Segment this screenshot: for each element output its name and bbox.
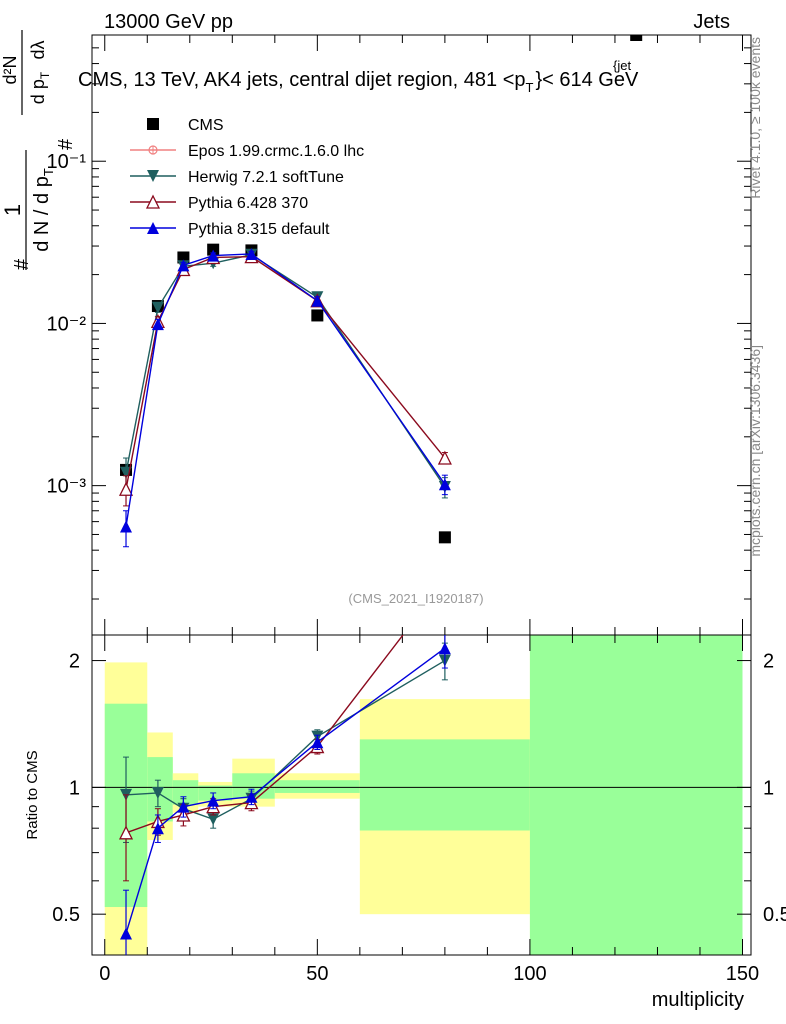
data-point-herwig-7-2-1-softtune	[207, 813, 220, 826]
chart-title-sup: {jet	[613, 58, 631, 73]
main-y-tick-label: 10⁻²	[47, 313, 87, 335]
x-tick-label: 150	[726, 963, 759, 985]
analysis-label: (CMS_2021_I1920187)	[348, 591, 483, 606]
data-point-pythia-8-315-default	[151, 822, 164, 835]
data-point-pythia-8-315-default	[177, 259, 190, 272]
main-y-tick-label: 10⁻¹	[47, 151, 87, 173]
data-point-pythia-8-315-default	[245, 790, 258, 803]
ylabel-deriv-top: d²N	[0, 55, 20, 84]
x-axis-label: multiplicity	[652, 989, 744, 1011]
ylabel-deriv-sub: T	[38, 71, 52, 79]
side-label-mcplots: mcplots.cern.ch [arXiv:1306.3436]	[747, 345, 763, 557]
x-tick-label: 50	[306, 963, 328, 985]
main-y-axis: 10⁻³ 10⁻² 10⁻¹	[47, 47, 751, 600]
ylabel-deriv-bottom: d p	[28, 79, 48, 104]
data-point-pythia-8-315-default	[311, 294, 324, 307]
data-point-pythia-6-428-370	[118, 825, 134, 840]
ratio-plot-series	[118, 574, 451, 955]
ratio-y-tick-label: 2	[69, 651, 80, 673]
data-point-pythia-6-428-370	[437, 450, 452, 465]
side-label-rivet: Rivet 4.1.0, ≥ 100k events	[747, 37, 763, 199]
legend-label-cms: CMS	[188, 117, 224, 134]
data-point-pythia-8-315-default	[207, 249, 220, 262]
x-tick-label: 0	[99, 963, 110, 985]
ylabel-frac-den: d N / d p	[31, 176, 53, 252]
legend: CMS Epos 1.99.crmc.1.6.0 lhc Herwig 7.2.1 …	[130, 117, 364, 238]
ratio-y-tick-label-right: 1	[763, 777, 774, 799]
main-y-tick-label: 10⁻³	[47, 476, 87, 498]
series-line-pythia-8-315-default	[125, 253, 446, 527]
chart-title-sub: T	[526, 80, 534, 95]
ratio-y-tick-label-right: 0.5	[763, 904, 786, 926]
data-point-pythia-6-428-370	[439, 574, 451, 586]
ylabel-hash-1: #	[11, 258, 33, 270]
band-green-6	[359, 739, 530, 831]
series-pythia-8-315-default	[120, 247, 451, 548]
data-point-herwig-7-2-1-softtune	[151, 301, 164, 314]
data-point-cms	[311, 309, 324, 322]
series-line-pythia-6-428-370	[125, 255, 446, 490]
ratio-plot-frame	[91, 634, 752, 956]
data-point-pythia-8-315-default	[245, 247, 258, 260]
legend-label-pythia-8-315-default: Pythia 8.315 default	[188, 221, 330, 238]
header-left: 13000 GeV pp	[104, 11, 233, 33]
data-point-pythia-8-315-default	[151, 318, 164, 331]
data-point-pythia-8-315-default	[120, 927, 133, 940]
legend-label-epos-1-99-crmc-1-6-0-lhc: Epos 1.99.crmc.1.6.0 lhc	[188, 143, 364, 160]
legend-marker-pythia-8-315-default	[147, 222, 159, 234]
band-green-5	[274, 780, 360, 793]
chart-title-tail: }< 614 GeV	[535, 69, 639, 91]
series-pythia-8-315-default	[120, 635, 451, 955]
x-axis: 0 50 100 150	[99, 35, 759, 985]
data-point-cms	[630, 35, 643, 41]
band-green-7	[529, 635, 743, 955]
legend-marker-herwig-7-2-1-softtune	[147, 170, 159, 182]
data-point-pythia-6-428-370	[118, 481, 134, 496]
ratio-y-tick-label-right: 2	[763, 651, 774, 673]
legend-marker-cms	[147, 118, 159, 130]
main-plot-series	[118, 35, 643, 548]
data-point-pythia-8-315-default	[311, 736, 324, 749]
ylabel-hash-2: #	[55, 138, 77, 150]
data-point-pythia-8-315-default	[438, 478, 451, 491]
chart-title-main: CMS, 13 TeV, AK4 jets, central dijet reg…	[78, 69, 526, 91]
ratio-y-tick-label: 0.5	[52, 904, 80, 926]
data-point-herwig-7-2-1-softtune	[151, 786, 164, 799]
data-point-cms	[438, 531, 451, 544]
data-point-pythia-8-315-default	[207, 794, 220, 807]
ratio-uncertainty-bands	[104, 635, 743, 955]
ratio-y-axis-label: Ratio to CMS	[24, 750, 41, 839]
svg-text:d N / d pT: d N / d pT	[31, 168, 56, 252]
data-point-pythia-8-315-default	[120, 520, 133, 533]
series-cms	[120, 35, 643, 544]
chart-title: CMS, 13 TeV, AK4 jets, central dijet reg…	[78, 69, 639, 95]
x-tick-label: 100	[513, 963, 546, 985]
svg-text:d pT: d pT	[28, 71, 52, 104]
ratio-y-tick-label: 1	[69, 777, 80, 799]
header-right: Jets	[693, 11, 730, 33]
legend-marker-pythia-6-428-370	[145, 194, 161, 209]
ylabel-frac-num: 1	[0, 204, 25, 216]
ylabel-frac-den-sub: T	[41, 168, 56, 176]
ratio-y-axis: 0.5 0.5 1 1 2 2	[52, 651, 786, 956]
legend-label-herwig-7-2-1-softtune: Herwig 7.2.1 softTune	[188, 169, 344, 186]
main-y-axis-label: # 1 d N / d pT # d²N d pT dλ	[0, 30, 77, 270]
data-point-pythia-8-315-default	[177, 800, 190, 813]
data-point-pythia-8-315-default	[438, 642, 451, 655]
band-green-2	[172, 780, 199, 805]
legend-label-pythia-6-428-370: Pythia 6.428 370	[188, 195, 308, 212]
series-herwig-7-2-1-softtune	[120, 248, 451, 499]
ylabel-dlambda: dλ	[28, 40, 48, 59]
